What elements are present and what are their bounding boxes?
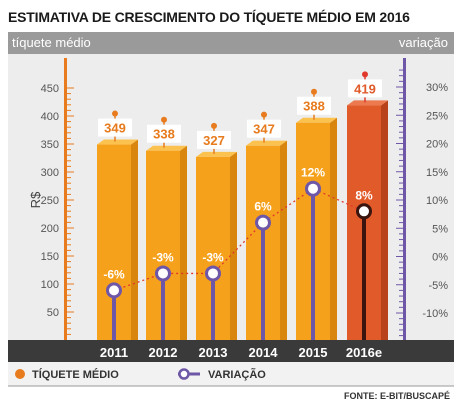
legend-ticket-swatch (15, 369, 25, 379)
variation-label: 12% (301, 166, 325, 180)
variation-label: -3% (152, 250, 174, 264)
value-label: 327 (203, 133, 225, 148)
x-tick-label: 2012 (149, 345, 178, 360)
x-tick-label: 2016e (346, 345, 382, 360)
bar-side (131, 139, 138, 340)
value-label-box (247, 119, 281, 138)
value-label: 347 (253, 122, 275, 137)
chart-title: ESTIMATIVA DE CRESCIMENTO DO TÍQUETE MÉD… (8, 9, 410, 25)
bar-top (246, 140, 287, 146)
legend-variation-swatch (178, 368, 190, 380)
value-label-box (348, 79, 382, 98)
legend-ticket-label: TÍQUETE MÉDIO (32, 368, 119, 381)
y-tick-label: 50 (47, 307, 59, 319)
y2-tick-label: -5% (428, 280, 448, 292)
legend-variation-label: VARIAÇÃO (208, 368, 266, 381)
y2-tick-label: 0% (432, 252, 448, 264)
y-tick-label: 100 (41, 279, 59, 291)
bar-side (230, 151, 237, 340)
x-tick-label: 2014 (249, 345, 279, 360)
source-note: FONTE: E-BIT/BUSCAPÉ (344, 391, 450, 401)
bar-top (146, 145, 187, 151)
value-label-dot (211, 122, 217, 129)
bar-top (347, 100, 388, 106)
y-tick-label: 150 (41, 251, 59, 263)
variation-marker (255, 214, 271, 231)
y2-tick-label: 20% (426, 139, 448, 151)
value-label-box (147, 124, 181, 143)
x-tick-label: 2011 (100, 345, 128, 360)
variation-marker (155, 265, 171, 282)
bar-side (180, 145, 187, 340)
value-label: 349 (104, 121, 126, 136)
value-label-dot (261, 111, 267, 118)
variation-marker (356, 203, 372, 220)
bar-side (280, 140, 287, 340)
variation-marker (106, 282, 122, 299)
category-band (8, 340, 454, 362)
value-label-dot (161, 116, 167, 123)
variation-label: 8% (355, 188, 373, 202)
value-label-dot (362, 71, 368, 78)
left-axis-rail (64, 58, 67, 340)
bar-side (330, 117, 337, 340)
variation-marker (305, 180, 321, 197)
y2-tick-label: 15% (426, 167, 448, 179)
bar-top (97, 139, 138, 145)
value-label: 338 (153, 127, 175, 142)
bar-side (381, 100, 388, 340)
y2-tick-label: 25% (426, 110, 448, 122)
variation-label: 6% (254, 200, 272, 214)
y-tick-label: 200 (41, 223, 59, 235)
axis-header-bar: tíquete médio variação (8, 32, 454, 54)
y2-tick-label: -10% (422, 308, 448, 320)
value-label-box (297, 96, 331, 115)
x-tick-label: 2013 (199, 345, 228, 360)
value-label-box (197, 130, 231, 149)
y-tick-label: 300 (41, 167, 59, 179)
y2-tick-label: 5% (432, 223, 448, 235)
value-label-box (98, 118, 132, 137)
y2-tick-label: 10% (426, 195, 448, 207)
variation-marker (205, 265, 221, 282)
y-tick-label: 350 (41, 139, 59, 151)
legend-band (8, 362, 454, 386)
y-tick-label: 450 (41, 83, 59, 95)
left-axis-header: tíquete médio (12, 35, 91, 50)
value-label-dot (311, 88, 317, 95)
value-label-dot (112, 110, 118, 117)
variation-label: -3% (202, 250, 224, 264)
right-axis-header: variação (398, 35, 448, 50)
right-axis-rail (403, 58, 406, 340)
bar-top (196, 151, 237, 157)
bar-top (296, 117, 337, 123)
y-tick-label: 250 (41, 195, 59, 207)
y-tick-label: 400 (41, 111, 59, 123)
y-axis-label: R$ (28, 191, 43, 208)
value-label: 388 (303, 99, 325, 114)
y2-tick-label: 30% (426, 82, 448, 94)
x-tick-label: 2015 (299, 345, 328, 360)
value-label: 419 (354, 81, 376, 96)
variation-label: -6% (103, 267, 125, 281)
